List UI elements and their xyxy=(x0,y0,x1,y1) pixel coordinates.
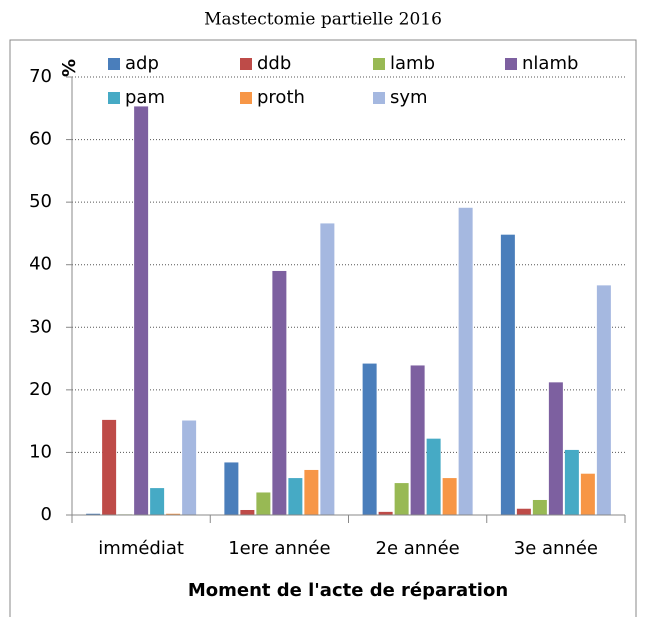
bar xyxy=(102,419,117,515)
y-tick-label: 10 xyxy=(29,441,52,462)
legend-label: ddb xyxy=(257,53,291,74)
legend-swatch xyxy=(240,92,252,104)
bar xyxy=(182,420,197,515)
legend-label: nlamb xyxy=(522,53,578,74)
bar xyxy=(362,363,377,515)
y-tick-label: 20 xyxy=(29,379,52,400)
bar xyxy=(458,207,473,515)
bar xyxy=(500,234,515,515)
bar xyxy=(596,285,611,515)
y-tick-label: 50 xyxy=(29,191,52,212)
legend-label: pam xyxy=(125,87,165,108)
legend-label: sym xyxy=(390,87,428,108)
bar xyxy=(426,438,441,515)
bar xyxy=(442,478,457,515)
bar xyxy=(86,513,101,515)
legend-swatch xyxy=(505,58,517,70)
bar xyxy=(394,483,409,515)
legend-swatch xyxy=(373,92,385,104)
bar xyxy=(166,513,181,515)
x-tick-label: 2e année xyxy=(376,538,460,559)
bar xyxy=(256,492,271,515)
chart-title: Mastectomie partielle 2016 xyxy=(204,10,442,30)
bar xyxy=(532,499,547,515)
bar xyxy=(224,462,239,515)
legend-swatch xyxy=(108,92,120,104)
y-tick-label: 60 xyxy=(29,129,52,150)
bar xyxy=(548,382,563,515)
y-tick-label: 0 xyxy=(41,504,52,525)
y-axis-label: % xyxy=(59,59,80,77)
bar xyxy=(516,508,531,515)
legend-swatch xyxy=(108,58,120,70)
bar xyxy=(150,488,165,515)
legend-label: adp xyxy=(125,53,159,74)
legend-label: proth xyxy=(257,87,305,108)
legend-swatch xyxy=(373,58,385,70)
bar xyxy=(134,106,149,515)
bar xyxy=(320,223,335,515)
chart-frame xyxy=(9,39,637,621)
bar xyxy=(288,478,303,515)
x-tick-label: immédiat xyxy=(98,538,184,559)
y-tick-label: 40 xyxy=(29,254,52,275)
bar xyxy=(378,511,393,515)
bar xyxy=(410,365,425,515)
bar xyxy=(580,473,595,515)
x-axis-label: Moment de l'acte de réparation xyxy=(188,580,508,601)
bar xyxy=(304,469,319,515)
legend-swatch xyxy=(240,58,252,70)
bar xyxy=(272,270,287,515)
x-tick-label: 3e année xyxy=(514,538,598,559)
legend-label: lamb xyxy=(390,53,435,74)
bar xyxy=(564,449,579,515)
bar xyxy=(240,509,255,515)
x-tick-label: 1ere année xyxy=(228,538,330,559)
y-tick-label: 30 xyxy=(29,316,52,337)
y-tick-label: 70 xyxy=(29,66,52,87)
